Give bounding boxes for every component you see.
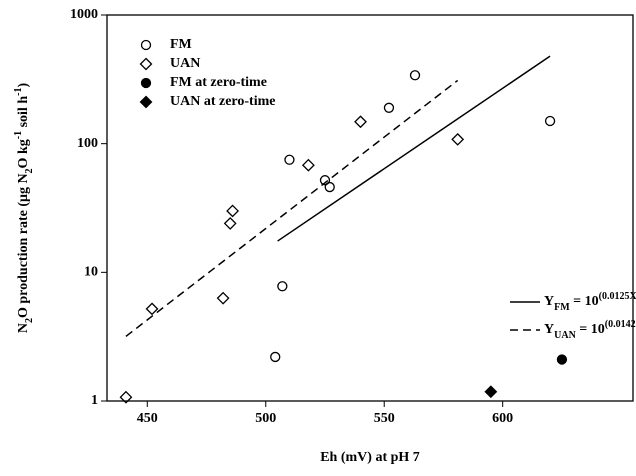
point (270, 351, 281, 363)
point (319, 175, 331, 186)
legend-label: FM (170, 37, 192, 52)
text-part: = 10 (576, 322, 605, 337)
legend-label: UAN (170, 56, 200, 71)
point (556, 354, 568, 365)
point (139, 95, 153, 109)
point (145, 302, 159, 316)
legend-label: FM at zero-time (170, 75, 267, 90)
text-part: UAN (554, 330, 576, 341)
point (354, 115, 367, 129)
text-part: O production rate (μg N (16, 173, 31, 318)
point (216, 291, 230, 305)
point (140, 39, 152, 51)
x-tick-label: 450 (137, 411, 158, 426)
text-part: Y (544, 294, 554, 309)
point (409, 70, 421, 81)
rich-text: N2O production rate (μg N2O kg-1 soil h-… (13, 83, 35, 334)
text-part: N (16, 323, 31, 333)
point (484, 385, 498, 399)
text-part: Y (544, 322, 554, 337)
point (383, 102, 395, 113)
x-tick-label: 500 (255, 411, 276, 426)
plot-frame (106, 14, 634, 402)
rich-text: YFM = 10(0.0125X - 5.07), r2 = 0.45 (544, 291, 636, 313)
text-part: -1 (13, 88, 24, 96)
fit-line (125, 79, 459, 337)
text-part: 2 (24, 168, 35, 173)
text-part: O kg (16, 139, 31, 168)
point (324, 181, 335, 193)
y-tick-label: 100 (77, 136, 98, 151)
text-part: (0.0125X - 5.07) (599, 291, 636, 302)
point (139, 57, 153, 71)
point (140, 77, 152, 89)
point (223, 216, 237, 230)
point (277, 281, 288, 292)
point (226, 204, 239, 218)
x-tick-label: 550 (374, 411, 395, 426)
y-tick-label: 1000 (70, 7, 98, 22)
text-part: (0.0142X - 5.76) (605, 319, 636, 330)
point (544, 115, 556, 127)
text-part: 2 (24, 318, 35, 323)
text-part: ) (16, 83, 31, 88)
legend-label: UAN at zero-time (170, 94, 275, 109)
x-axis-label: Eh (mV) at pH 7 (320, 450, 420, 465)
y-tick-label: 10 (84, 265, 98, 280)
point (284, 154, 295, 165)
rich-text: YUAN = 10(0.0142X - 5.76), r2 = 0.79 (544, 319, 636, 341)
text-part: -1 (13, 131, 24, 139)
point (301, 158, 315, 172)
text-part: FM (554, 302, 570, 313)
point (119, 390, 133, 404)
x-tick-label: 600 (492, 411, 513, 426)
point (451, 132, 465, 146)
text-part: = 10 (570, 294, 599, 309)
text-part: soil h (16, 96, 31, 131)
y-tick-label: 1 (91, 393, 98, 408)
fit-line (277, 55, 551, 242)
